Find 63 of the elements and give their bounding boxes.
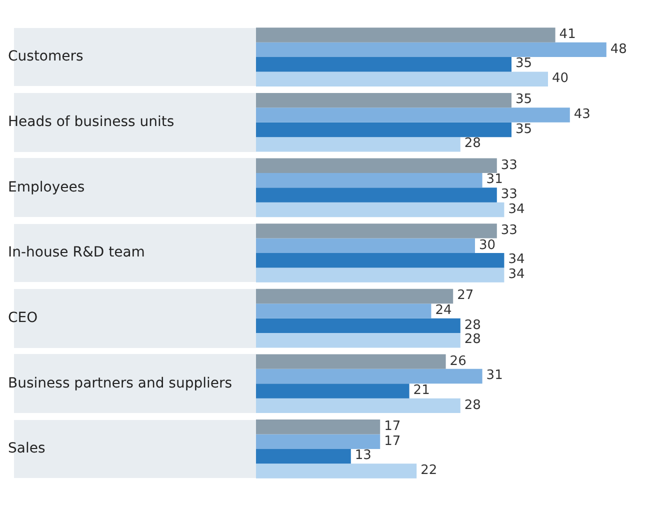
data-label: 34	[508, 252, 525, 268]
y-tick-label: CEO	[8, 310, 38, 326]
bar	[256, 202, 504, 218]
bar	[256, 172, 482, 188]
y-tick-label: Employees	[8, 179, 85, 196]
bar	[256, 398, 460, 414]
data-label: 24	[435, 302, 452, 318]
data-label: 33	[500, 222, 518, 238]
bar	[256, 464, 417, 478]
data-label: 43	[574, 107, 590, 122]
bar	[256, 188, 497, 202]
bar	[256, 137, 460, 152]
data-label: 33	[500, 187, 518, 202]
data-label: 35	[516, 56, 532, 72]
data-label: 17	[384, 434, 401, 449]
bar	[256, 434, 380, 449]
bar	[256, 238, 475, 253]
data-label: 33	[500, 158, 518, 173]
bar	[256, 304, 432, 318]
bar	[256, 384, 410, 398]
data-label: 28	[464, 318, 481, 333]
bar	[256, 42, 606, 58]
bar	[256, 72, 548, 86]
data-label: 35	[516, 92, 532, 108]
bar	[256, 448, 351, 464]
data-label: 40	[552, 71, 569, 86]
data-label: 27	[457, 288, 474, 304]
y-tick-label: Sales	[8, 440, 46, 457]
bar	[256, 420, 380, 434]
data-label: 41	[559, 27, 576, 42]
data-label: 48	[610, 42, 627, 57]
bar	[256, 108, 570, 122]
data-label: 35	[516, 122, 532, 137]
bar	[256, 318, 460, 334]
bar	[256, 158, 497, 173]
bar	[256, 268, 504, 282]
y-tick-label: Customers	[8, 48, 84, 65]
bar	[256, 368, 482, 384]
y-tick-label: Heads of business units	[8, 114, 174, 130]
bar	[256, 224, 497, 238]
y-tick-label: Business partners and suppliers	[8, 375, 232, 392]
data-label: 22	[420, 462, 438, 478]
data-label: 17	[384, 418, 401, 434]
data-label: 28	[464, 398, 481, 413]
y-tick-label: In-house R&D team	[8, 244, 145, 261]
data-label: 28	[464, 332, 481, 348]
bar	[256, 253, 504, 268]
bar	[256, 92, 512, 108]
bar	[256, 354, 446, 369]
data-label: 34	[508, 202, 525, 217]
bar	[256, 288, 454, 304]
data-label: 31	[486, 368, 503, 384]
data-label: 34	[508, 267, 525, 282]
data-label: 21	[413, 382, 430, 398]
data-label: 26	[450, 354, 466, 369]
bar	[256, 57, 512, 72]
bar	[256, 122, 512, 138]
data-label: 13	[354, 448, 372, 464]
bar	[256, 28, 556, 42]
data-label: 31	[486, 172, 503, 188]
data-label: 30	[479, 238, 496, 253]
data-label: 28	[464, 136, 481, 152]
bar	[256, 333, 460, 348]
